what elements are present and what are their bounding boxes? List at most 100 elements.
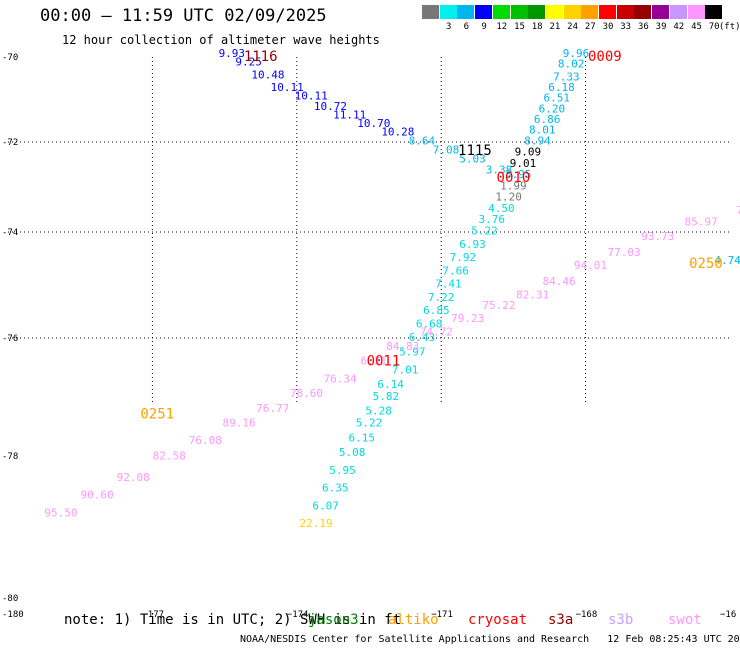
wave-height-label: 10.48 <box>251 68 284 81</box>
color-swatch-label: 33 <box>620 22 632 32</box>
satellite-legend-item: s3a <box>548 612 574 628</box>
color-swatch <box>439 5 457 19</box>
color-swatch <box>422 5 439 19</box>
wave-height-label: 85.97 <box>685 215 718 228</box>
color-swatch-label: 36 <box>637 22 649 32</box>
satellite-legend-item: s3b <box>608 612 634 628</box>
wave-height-label: 8.64 <box>409 134 436 147</box>
wave-height-label: 22.19 <box>299 517 332 530</box>
wave-height-label: 10.11 <box>295 90 328 103</box>
color-swatch-label: 39 <box>655 22 667 32</box>
color-swatch-label: 42 <box>673 22 685 32</box>
wave-height-label: 7.66 <box>442 264 469 277</box>
wave-height-label: 6.85 <box>423 304 450 317</box>
wave-height-label: 78.60 <box>290 387 323 400</box>
color-swatch-label: 27 <box>584 22 596 32</box>
wave-height-label: 5.82 <box>373 390 400 403</box>
wave-height-label: 95.50 <box>44 506 77 519</box>
color-swatch <box>492 5 510 19</box>
wave-height-label: 84.46 <box>543 275 576 288</box>
color-swatch <box>563 5 581 19</box>
wave-height-label: 11.11 <box>333 109 366 122</box>
footer-note: note: 1) Time is in UTC; 2) SWH is in ft <box>64 612 402 628</box>
wave-height-label: 74.72 <box>420 325 453 338</box>
chart-subtitle: 12 hour collection of altimeter wave hei… <box>62 33 380 47</box>
wave-height-label: 9.96 <box>563 47 590 60</box>
wave-height-label: 9.25 <box>235 56 262 69</box>
wave-height-label: 7.92 <box>450 251 477 264</box>
color-swatch-label: 24 <box>567 22 579 32</box>
y-tick-label: -76 <box>2 334 18 344</box>
wave-height-label: 5.22 <box>356 417 383 430</box>
color-swatch <box>616 5 634 19</box>
wave-height-label: 7.33 <box>553 70 580 83</box>
wave-height-label: 3.95 <box>505 168 532 181</box>
color-swatch-label: 12 <box>496 22 508 32</box>
wave-height-label: 10.28 <box>381 126 414 139</box>
wave-height-label: 6.43 <box>409 331 436 344</box>
y-tick-label: -74 <box>2 228 18 238</box>
color-swatch-label: 30 <box>602 22 614 32</box>
wave-height-label: 6.18 <box>548 81 575 94</box>
wave-height-label: 6.68 <box>416 317 443 330</box>
wave-height-label: 82.31 <box>516 288 549 301</box>
color-swatch-label: 15 <box>514 22 525 32</box>
color-swatch-label: 6 <box>463 22 470 32</box>
wave-height-label: 1.20 <box>495 191 522 204</box>
wave-height-label: 9.09 <box>515 146 542 159</box>
y-tick-label: -72 <box>2 138 18 148</box>
pass-time-label: 0010 <box>497 170 531 186</box>
wave-height-label: 76.77 <box>256 402 289 415</box>
wave-height-label: 1.99 <box>500 179 527 192</box>
wave-height-label: 93.73 <box>641 230 674 243</box>
color-swatch <box>634 5 652 19</box>
wave-height-label: 7.08 <box>433 143 460 156</box>
color-swatch-label: 45 <box>691 22 702 32</box>
wave-height-label: 79.23 <box>451 312 484 325</box>
wave-height-label: 8.94 <box>524 134 551 147</box>
wave-height-label: 89.16 <box>222 417 255 430</box>
color-swatch <box>528 5 546 19</box>
wave-height-label: 76.08 <box>189 434 222 447</box>
wave-height-label: 90.60 <box>80 489 113 502</box>
wave-height-label: 3.76 <box>478 213 505 226</box>
wave-height-label: 10.70 <box>357 117 390 130</box>
data-labels: 9.939.2510.4810.1110.1110.7211.1110.7010… <box>44 47 740 530</box>
wave-height-label: 6.31 <box>361 355 388 368</box>
wave-height-label: 7.01 <box>392 363 419 376</box>
wave-height-label: 5.03 <box>459 152 486 165</box>
color-swatch-label: 3 <box>445 22 452 32</box>
x-tick-label: −177 <box>142 610 164 620</box>
x-tick-label: -180 <box>2 610 24 620</box>
satellite-legend-item: altiko <box>388 612 439 628</box>
wave-height-label: 5.97 <box>399 346 426 359</box>
pass-time-label: 1116 <box>244 49 278 65</box>
wave-height-label: 94.01 <box>574 259 607 272</box>
color-scale-unit: (ft) <box>718 22 740 32</box>
wave-height-label: 76.34 <box>324 372 357 385</box>
wave-height-label: 6.15 <box>349 431 376 444</box>
x-tick-label: −16 <box>720 610 736 620</box>
color-swatch <box>705 5 723 19</box>
wave-height-label: 10.11 <box>271 81 304 94</box>
wave-height-label: 6.86 <box>534 113 561 126</box>
wave-height-label: 7.22 <box>428 291 455 304</box>
chart-title: 00:00 – 11:59 UTC 02/09/2025 <box>40 6 327 26</box>
pass-time-label: 0251 <box>140 407 174 423</box>
wave-height-label: 6.35 <box>322 482 349 495</box>
color-swatch-label: 70 <box>708 22 720 32</box>
wave-height-label: 5.95 <box>329 464 356 477</box>
satellite-legend-item: swot <box>668 612 702 628</box>
wave-height-label: 92.08 <box>117 471 150 484</box>
color-swatch <box>475 5 493 19</box>
color-swatch <box>545 5 563 19</box>
wave-height-label: 9.01 <box>510 157 537 170</box>
wave-height-label: 6.51 <box>543 92 570 105</box>
wave-height-label: 6.07 <box>312 499 339 512</box>
wave-height-label: 5.28 <box>365 405 392 418</box>
wave-height-label: 6.20 <box>539 102 566 115</box>
color-swatch <box>457 5 475 19</box>
wave-height-label: 82.58 <box>153 450 186 463</box>
wave-height-label: 84.83 <box>386 340 419 353</box>
wave-height-label: 5.22 <box>471 225 498 238</box>
